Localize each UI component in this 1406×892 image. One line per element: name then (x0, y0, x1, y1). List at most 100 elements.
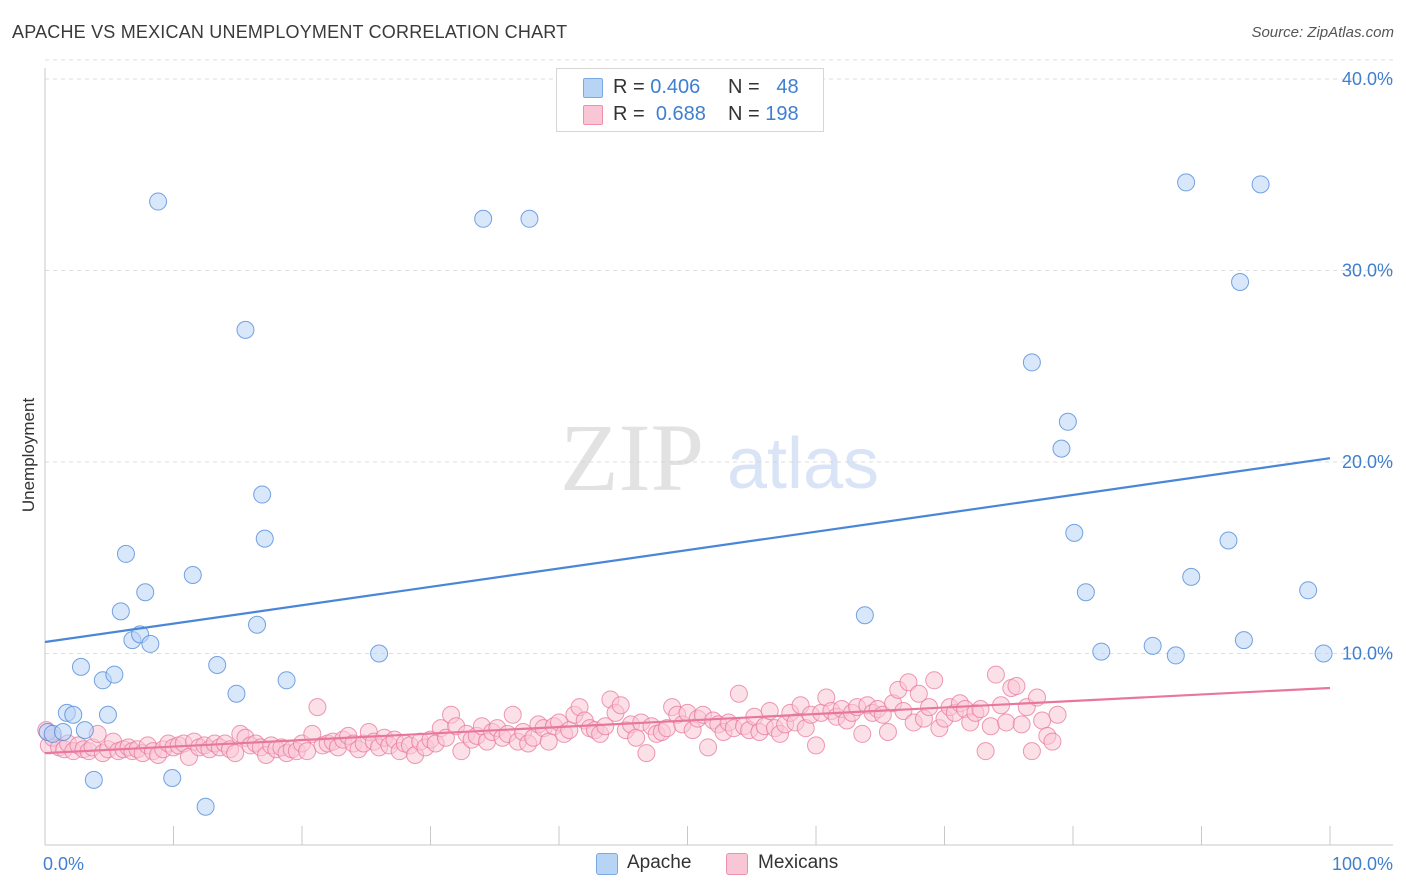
legend-r-value: 0.406 (650, 76, 701, 98)
apache-point (71, 657, 90, 676)
legend-n-value: 198 (765, 103, 799, 125)
apache-point (1058, 412, 1077, 431)
apache-point (1022, 353, 1041, 372)
mexicans-point (637, 744, 656, 763)
axes (44, 68, 1393, 846)
apache-point (474, 209, 493, 228)
apache-point (370, 644, 389, 663)
apache-point (248, 615, 267, 634)
mexicans-point (452, 742, 471, 761)
mexicans-point (1033, 711, 1052, 730)
mexicans-point (699, 738, 718, 757)
mexicans-point (1048, 705, 1067, 724)
mexicans-point (226, 744, 245, 763)
legend-n-label: N = (728, 76, 760, 98)
apache-point (1219, 531, 1238, 550)
y-tick-label: 40.0% (1342, 69, 1393, 89)
apache-swatch (583, 78, 603, 98)
apache-point (53, 723, 72, 742)
mexicans-swatch (583, 105, 603, 125)
trend-lines (44, 457, 1331, 755)
mexicans-points (37, 665, 1067, 766)
apache-point (1299, 581, 1318, 600)
mexicans-point (1043, 732, 1062, 751)
apache-point (183, 565, 202, 584)
apache-point (149, 192, 168, 211)
legend-n-label: N = (728, 103, 760, 125)
apache-point (141, 634, 160, 653)
apache-trend-line (44, 457, 1331, 644)
source-label: Source: ZipAtlas.com (1251, 24, 1394, 41)
apache-legend-swatch (596, 853, 618, 875)
gridlines (45, 59, 1393, 654)
legend-r-value: 0.688 (655, 103, 706, 125)
apache-point (64, 705, 83, 724)
legend-r-label: R = (613, 103, 645, 125)
mexicans-point (976, 742, 995, 761)
x-tick-label: 100.0% (1332, 854, 1393, 874)
apache-point (75, 721, 94, 740)
mexicans-point (899, 673, 918, 692)
watermark-zip: ZIP (560, 404, 704, 511)
apache-point (277, 671, 296, 690)
apache-point (105, 665, 124, 684)
legend-row-apache: R = 0.406 N = 48 (557, 74, 823, 102)
legend-n-value: 48 (776, 76, 799, 98)
apache-point (1092, 642, 1111, 661)
apache-point (84, 770, 103, 789)
mexicans-point (925, 671, 944, 690)
apache-point (1052, 439, 1071, 458)
mexicans-point (627, 728, 646, 747)
apache-points (38, 173, 1333, 816)
correlation-legend: R = 0.406 N = 48 R = 0.688 N = 198 (556, 68, 824, 132)
mexicans-legend-label: Mexicans (758, 852, 839, 873)
mexicans-point (539, 732, 558, 751)
mexicans-point (853, 724, 872, 743)
mexicans-point (981, 717, 1000, 736)
mexicans-point (1012, 715, 1031, 734)
tick-labels: 10.0% 20.0% 30.0% 40.0% 0.0% 100.0% (43, 69, 1393, 874)
apache-point (1065, 523, 1084, 542)
mexicans-point (596, 717, 615, 736)
apache-point (1177, 173, 1196, 192)
apache-point (1076, 583, 1095, 602)
apache-point (196, 797, 215, 816)
apache-point (116, 544, 135, 563)
apache-legend-label: Apache (627, 852, 692, 873)
chart-title: APACHE VS MEXICAN UNEMPLOYMENT CORRELATI… (12, 22, 568, 42)
mexicans-point (971, 700, 990, 719)
apache-point (1166, 646, 1185, 665)
mexicans-point (997, 713, 1016, 732)
mexicans-point (611, 696, 630, 715)
apache-point (163, 768, 182, 787)
mexicans-legend-swatch (726, 853, 748, 875)
apache-point (111, 602, 130, 621)
mexicans-point (909, 684, 928, 703)
apache-point (1251, 175, 1270, 194)
apache-point (253, 485, 272, 504)
y-tick-label: 10.0% (1342, 644, 1393, 664)
mexicans-point (503, 705, 522, 724)
legend-row-mexicans: R = 0.688 N = 198 (557, 101, 823, 129)
apache-point (1314, 644, 1333, 663)
y-axis-label: Unemployment (19, 398, 38, 513)
y-tick-label: 30.0% (1342, 261, 1393, 281)
apache-point (208, 655, 227, 674)
apache-point (255, 529, 274, 548)
mexicans-point (298, 742, 317, 761)
mexicans-point (986, 665, 1005, 684)
mexicans-point (308, 698, 327, 717)
apache-point (1234, 631, 1253, 650)
apache-point (136, 583, 155, 602)
mexicans-point (303, 724, 322, 743)
apache-point (855, 606, 874, 625)
apache-point (1231, 272, 1250, 291)
mexicans-point (1022, 742, 1041, 761)
legend-r-label: R = (613, 76, 645, 98)
watermark-atlas: atlas (727, 424, 879, 504)
apache-point (1182, 567, 1201, 586)
apache-point (1143, 636, 1162, 655)
apache-point (236, 320, 255, 339)
mexicans-point (878, 723, 897, 742)
